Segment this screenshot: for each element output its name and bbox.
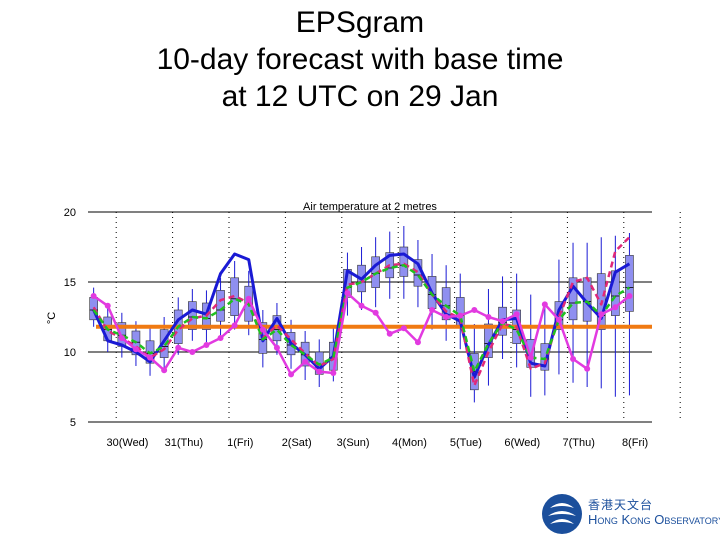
series-marker bbox=[245, 295, 252, 302]
series-marker bbox=[302, 358, 309, 365]
series-marker bbox=[598, 311, 605, 318]
series-marker bbox=[288, 371, 295, 378]
series-marker bbox=[161, 367, 168, 374]
x-tick-label: 7(Thu) bbox=[562, 437, 594, 449]
y-tick-label: 5 bbox=[70, 417, 76, 429]
series-marker bbox=[527, 354, 534, 361]
series-marker bbox=[231, 322, 238, 329]
page-title: EPSgram 10-day forecast with base time a… bbox=[0, 4, 720, 115]
title-line-1: EPSgram bbox=[295, 6, 425, 39]
series-marker bbox=[104, 302, 111, 309]
logo-text-english: Hong Kong Observatory bbox=[588, 512, 720, 527]
x-tick-label: 30(Wed) bbox=[106, 437, 148, 449]
box-body bbox=[540, 343, 550, 371]
series-marker bbox=[132, 346, 139, 353]
series-marker bbox=[175, 344, 182, 351]
series-marker bbox=[485, 314, 492, 320]
x-tick-label: 31(Thu) bbox=[165, 437, 204, 449]
y-tick-label: 10 bbox=[64, 347, 76, 359]
series-marker bbox=[217, 335, 224, 341]
hko-emblem-icon bbox=[542, 494, 582, 534]
series-marker bbox=[386, 330, 393, 337]
series-marker bbox=[189, 349, 196, 355]
series-marker bbox=[259, 326, 266, 333]
title-line-2: 10-day forecast with base time bbox=[156, 43, 564, 76]
series-marker bbox=[330, 370, 337, 376]
series-marker bbox=[414, 339, 421, 346]
series-marker bbox=[273, 344, 280, 351]
series-marker bbox=[203, 342, 210, 348]
series-marker bbox=[626, 293, 633, 299]
series-marker bbox=[400, 325, 407, 332]
logo-text-chinese: 香港天文台 bbox=[588, 498, 654, 512]
series-marker bbox=[90, 293, 97, 299]
series-marker bbox=[513, 311, 520, 318]
series-marker bbox=[372, 309, 379, 316]
series-marker bbox=[147, 354, 154, 361]
box-body bbox=[568, 277, 578, 321]
series-marker bbox=[541, 301, 548, 308]
title-line-3: at 12 UTC on 29 Jan bbox=[221, 80, 499, 113]
series-marker bbox=[316, 368, 323, 375]
x-tick-label: 4(Mon) bbox=[392, 437, 427, 449]
series-marker bbox=[429, 307, 436, 313]
x-tick-label: 3(Sun) bbox=[337, 437, 370, 449]
box-body bbox=[216, 290, 225, 322]
x-tick-label: 8(Fri) bbox=[622, 437, 648, 449]
series-marker bbox=[584, 365, 591, 372]
box-body bbox=[399, 246, 409, 277]
series-marker bbox=[443, 314, 450, 320]
series-line-1 bbox=[92, 236, 631, 387]
series-marker bbox=[499, 318, 506, 325]
series-marker bbox=[118, 335, 125, 341]
series-marker bbox=[570, 356, 577, 362]
series-marker bbox=[344, 290, 351, 297]
series-marker bbox=[471, 307, 478, 313]
hko-logo: 香港天文台 Hong Kong Observatory bbox=[540, 492, 720, 536]
box-body bbox=[625, 255, 634, 312]
box-body bbox=[188, 301, 197, 330]
series-marker bbox=[555, 316, 562, 323]
x-tick-label: 5(Tue) bbox=[450, 437, 482, 449]
x-tick-label: 2(Sat) bbox=[282, 437, 312, 449]
y-tick-label: 15 bbox=[64, 277, 76, 289]
x-tick-label: 1(Fri) bbox=[227, 437, 253, 449]
series-marker bbox=[612, 304, 619, 311]
y-axis-label: °C bbox=[46, 312, 58, 324]
series-marker bbox=[457, 312, 464, 319]
chart-title: Air temperature at 2 metres bbox=[303, 201, 437, 213]
series-marker bbox=[358, 302, 365, 309]
y-tick-label: 20 bbox=[64, 207, 76, 219]
x-tick-label: 6(Wed) bbox=[504, 437, 540, 449]
